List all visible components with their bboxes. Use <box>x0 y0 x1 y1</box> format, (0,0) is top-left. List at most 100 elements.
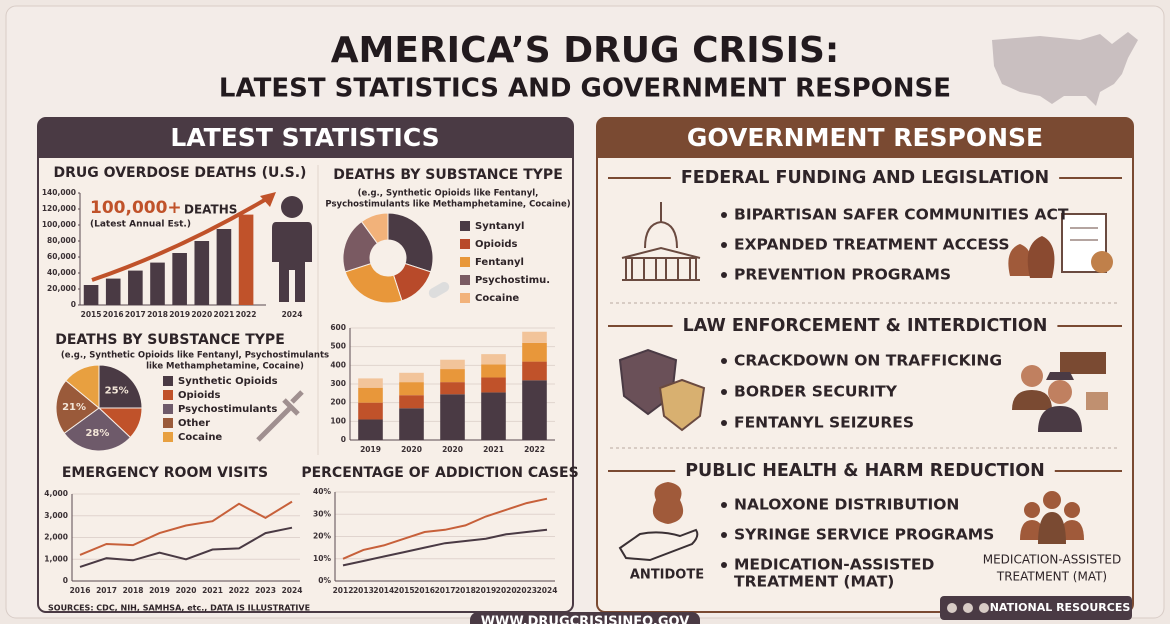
capitol-icon <box>621 202 701 281</box>
bar-segment <box>522 342 547 362</box>
resources-label: NATIONAL RESOURCES <box>990 601 1131 614</box>
chart-title: PERCENTAGE OF ADDICTION CASES <box>301 465 578 481</box>
value-label: 25% <box>105 385 129 396</box>
bar-segment <box>440 359 465 370</box>
y-tick-label: 40,000 <box>47 268 76 277</box>
bar-segment <box>358 419 383 440</box>
value-label: 28% <box>85 428 109 439</box>
x-tick-label: 2016 <box>103 310 124 319</box>
y-tick-label: 20,000 <box>47 284 76 293</box>
x-tick-label: 2024 <box>537 586 558 595</box>
y-tick-label: 10% <box>313 554 331 563</box>
chart-subtitle: like Methamphetamine, Cocaine) <box>146 362 304 372</box>
legend-swatch <box>163 404 173 414</box>
syringe-icon <box>256 390 304 442</box>
government-heading: GOVERNMENT RESPONSE <box>687 123 1043 152</box>
x-tick-label: 2020 <box>191 310 212 319</box>
annotation-note: (Latest Annual Est.) <box>90 220 191 230</box>
bar-segment <box>358 402 383 420</box>
y-tick-label: 300 <box>330 379 346 388</box>
bar <box>238 214 254 305</box>
x-tick-label: 2014 <box>373 586 394 595</box>
antidote-icon <box>618 482 699 562</box>
list-item: BIPARTISAN SAFER COMMUNITIES ACT <box>734 206 1069 224</box>
bullet <box>721 212 727 218</box>
officer-icon <box>1012 352 1108 432</box>
resources-pill <box>940 596 1132 620</box>
bar-segment <box>481 377 506 393</box>
us-map <box>992 32 1138 106</box>
y-tick-label: 30% <box>313 509 331 518</box>
bar-segment <box>399 395 424 409</box>
bar <box>128 270 143 305</box>
x-tick-label: 2017 <box>96 586 117 595</box>
legend-swatch <box>163 376 173 386</box>
y-tick-label: 140,000 <box>42 188 76 197</box>
bar-segment <box>522 361 547 381</box>
x-tick-label: 2020 <box>176 586 197 595</box>
x-tick-label: 2021 <box>483 445 504 454</box>
mat-label: TREATMENT (MAT) <box>996 570 1107 584</box>
y-tick-label: 40% <box>313 487 331 496</box>
x-tick-label: 2022 <box>229 586 250 595</box>
slice <box>65 364 100 410</box>
arrow-head <box>260 192 276 207</box>
y-tick-label: 0 <box>63 576 68 585</box>
chart-title: DEATHS BY SUBSTANCE TYPE <box>55 332 285 348</box>
y-tick-label: 0 <box>71 300 76 309</box>
bar-segment <box>522 331 547 343</box>
icon <box>947 603 957 613</box>
x-tick-label: 2023 <box>516 586 537 595</box>
y-tick-label: 400 <box>330 360 346 369</box>
x-tick-label: 2019 <box>149 586 170 595</box>
x-tick-label: 2018 <box>147 310 168 319</box>
x-tick-label: 2012 <box>333 586 354 595</box>
x-tick-label: 2021 <box>202 586 223 595</box>
bar-segment <box>399 382 424 396</box>
bar <box>150 262 165 305</box>
x-tick-label: 2016 <box>70 586 91 595</box>
bar-segment <box>358 387 383 403</box>
y-tick-label: 3,000 <box>44 511 68 520</box>
list-item: SYRINGE SERVICE PROGRAMS <box>734 526 994 544</box>
bullet <box>721 562 727 568</box>
x-tick-label: 2020 <box>401 445 422 454</box>
y-tick-label: 60,000 <box>47 252 76 261</box>
annotation-unit: DEATHS <box>184 203 237 217</box>
x-tick-label: 2017 <box>125 310 146 319</box>
legend-swatch <box>460 221 470 231</box>
slice <box>63 407 132 452</box>
slice <box>98 364 143 409</box>
bar <box>194 241 210 305</box>
bullet <box>721 420 727 426</box>
legend-swatch <box>163 432 173 442</box>
bullet <box>721 242 727 248</box>
y-tick-label: 100 <box>330 416 346 425</box>
group-icon <box>1020 491 1084 544</box>
bullet <box>721 389 727 395</box>
value-label: 21% <box>62 402 86 413</box>
website-pill <box>470 612 700 624</box>
x-tick-label: 2015 <box>81 310 102 319</box>
statistics-header <box>38 118 573 158</box>
chart-title: DEATHS BY SUBSTANCE TYPE <box>333 167 563 183</box>
bar-segment <box>399 372 424 383</box>
slice <box>55 379 100 434</box>
x-tick-label: 2024 <box>282 586 303 595</box>
list-item: TREATMENT (MAT) <box>734 573 894 591</box>
slice <box>387 212 434 273</box>
x-tick-label: 2019 <box>169 310 190 319</box>
chart-title: DRUG OVERDOSE DEATHS (U.S.) <box>54 165 307 181</box>
legend-label: Synthetic Opioids <box>178 376 278 387</box>
x-tick-label: 2019 <box>475 586 496 595</box>
legend-label: Cocaine <box>178 432 222 443</box>
bar <box>216 229 232 305</box>
legend-label: Cocaine <box>475 293 519 304</box>
chart-subtitle: Psychostimulants like Methamphetamine, C… <box>325 200 570 210</box>
antidote-label: ANTIDOTE <box>630 568 704 583</box>
bar <box>105 278 121 305</box>
y-tick-label: 500 <box>330 342 346 351</box>
list-item: FENTANYL SEIZURES <box>734 414 914 432</box>
x-tick-label: 2020 <box>442 445 463 454</box>
